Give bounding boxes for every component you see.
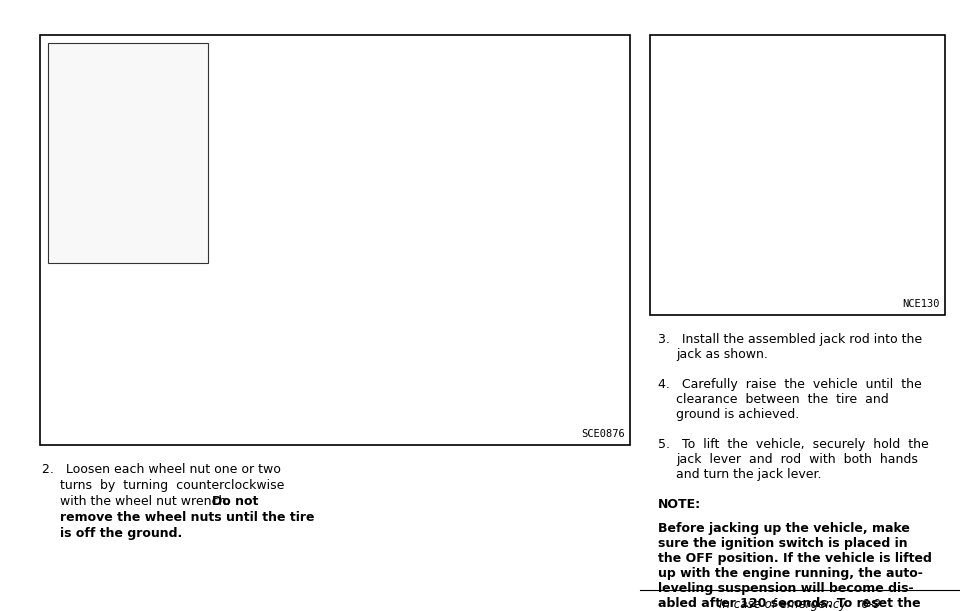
Text: remove the wheel nuts until the tire: remove the wheel nuts until the tire (60, 511, 315, 524)
Text: In case of emergency    6-9: In case of emergency 6-9 (719, 598, 881, 611)
Bar (40, 35, 630, 445)
Text: 2.   Loosen each wheel nut one or two: 2. Loosen each wheel nut one or two (42, 463, 281, 476)
Text: sure the ignition switch is placed in: sure the ignition switch is placed in (658, 537, 907, 550)
Text: NOTE:: NOTE: (658, 498, 701, 511)
Text: the OFF position. If the vehicle is lifted: the OFF position. If the vehicle is lift… (658, 552, 932, 565)
Text: is off the ground.: is off the ground. (60, 527, 182, 540)
Text: turns  by  turning  counterclockwise: turns by turning counterclockwise (60, 479, 284, 492)
Text: 4.   Carefully  raise  the  vehicle  until  the: 4. Carefully raise the vehicle until the (658, 378, 922, 391)
Text: up with the engine running, the auto-: up with the engine running, the auto- (658, 567, 923, 580)
Text: leveling suspension will become dis-: leveling suspension will become dis- (658, 582, 914, 595)
Text: Before jacking up the vehicle, make: Before jacking up the vehicle, make (658, 522, 910, 535)
Text: abled after 120 seconds. To reset the: abled after 120 seconds. To reset the (658, 597, 921, 610)
Bar (650, 35, 945, 315)
Text: Do not: Do not (212, 495, 258, 508)
Text: with the wheel nut wrench.: with the wheel nut wrench. (60, 495, 230, 508)
Text: 5.   To  lift  the  vehicle,  securely  hold  the: 5. To lift the vehicle, securely hold th… (658, 438, 928, 451)
Text: SCE0876: SCE0876 (581, 429, 625, 439)
Text: ground is achieved.: ground is achieved. (676, 408, 800, 421)
Text: 3.   Install the assembled jack rod into the: 3. Install the assembled jack rod into t… (658, 333, 923, 346)
Text: NCE130: NCE130 (902, 299, 940, 309)
Text: jack  lever  and  rod  with  both  hands: jack lever and rod with both hands (676, 453, 918, 466)
Text: jack as shown.: jack as shown. (676, 348, 768, 361)
Bar (48, 43, 208, 263)
Text: clearance  between  the  tire  and: clearance between the tire and (676, 393, 889, 406)
Text: and turn the jack lever.: and turn the jack lever. (676, 468, 822, 481)
